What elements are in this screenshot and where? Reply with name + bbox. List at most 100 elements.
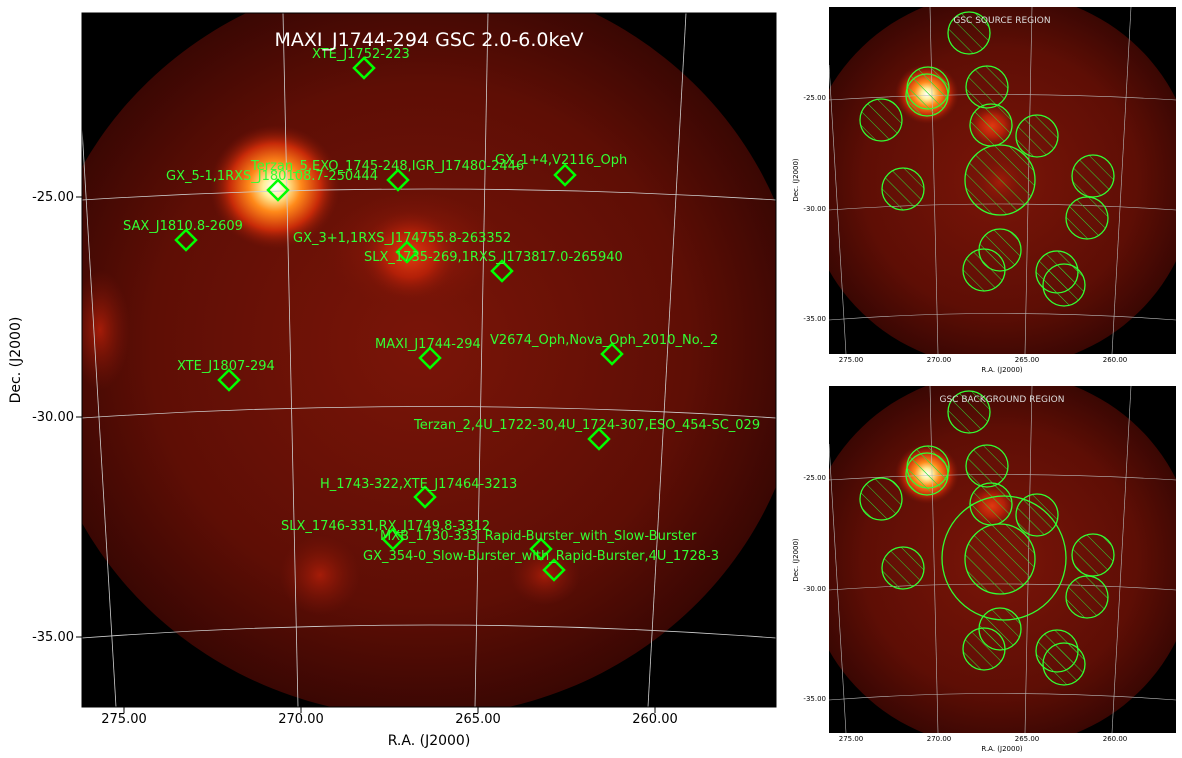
dec-tick-1: -25.00 [32, 190, 74, 205]
background-panel-title: GSC BACKGROUND REGION [940, 395, 1065, 405]
background-panel-region-circles [859, 390, 1115, 686]
src-ra-tick-4: 260.00 [1103, 356, 1128, 364]
bkg-ra-tick-2: 270.00 [927, 735, 952, 743]
source-region-circle [962, 248, 1006, 292]
dec-tick-2: -30.00 [32, 410, 74, 425]
src-dec-tick-3: -35.00 [803, 315, 826, 323]
coordinate-grid [82, 13, 776, 707]
source-marker-xte1807 [217, 368, 241, 392]
ra-tick-1: 275.00 [101, 712, 147, 727]
background-region-circle [881, 546, 925, 590]
src-ra-tick-1: 275.00 [839, 356, 864, 364]
source-marker-gx354 [542, 558, 566, 582]
source-marker-terzan2 [587, 427, 611, 451]
source-panel-region-circles [859, 11, 1115, 307]
background-region-circle [1071, 533, 1115, 577]
src-dec-tick-2: -30.00 [803, 205, 826, 213]
source-marker-xte1752 [352, 56, 376, 80]
source-marker-gx51 [266, 178, 290, 202]
source-label-xte1752: XTE_J1752-223 [312, 47, 410, 62]
ra-tick-2: 270.00 [278, 712, 324, 727]
source-marker-v2674 [600, 342, 624, 366]
background-region-circle [969, 482, 1013, 526]
source-region-circle [947, 11, 991, 55]
source-marker-h1743 [413, 485, 437, 509]
hotspot-gx51 [210, 125, 340, 249]
main-ylabel: Dec. (J2000) [8, 317, 24, 404]
background-region-panel: GSC BACKGROUND REGION 275.00 270.00 265.… [792, 386, 1176, 753]
source-marker-mxb1730 [529, 537, 553, 561]
source-region-circle [964, 144, 1036, 216]
src-ra-tick-2: 270.00 [927, 356, 952, 364]
source-region-circle [905, 73, 949, 117]
source-marker-gx14 [553, 163, 577, 187]
source-marker-gx31 [395, 240, 419, 264]
source-region-circle [965, 65, 1009, 109]
source-label-mxb1730: MXB_1730-333_Rapid-Burster_with_Slow-Bur… [380, 529, 697, 544]
background-region-circle [905, 452, 949, 496]
bkg-ra-tick-4: 260.00 [1103, 735, 1128, 743]
source-marker-terzan5 [386, 168, 410, 192]
bkg-dec-tick-1: -25.00 [803, 474, 826, 482]
background-region-circle [965, 444, 1009, 488]
src-ra-tick-3: 265.00 [1015, 356, 1040, 364]
src-xlabel: R.A. (J2000) [981, 366, 1023, 374]
bkg-xlabel: R.A. (J2000) [981, 745, 1023, 753]
ra-tick-3: 265.00 [455, 712, 501, 727]
bkg-dec-tick-2: -30.00 [803, 585, 826, 593]
main-image-panel: XTE_J1752-223 Terzan_5,EXO_1745-248,IGR_J… [8, 12, 777, 749]
source-labels: XTE_J1752-223 Terzan_5,EXO_1745-248,IGR_J… [123, 47, 760, 564]
diffuse-emission-southeast [510, 545, 580, 605]
background-region-circle [859, 477, 903, 521]
background-region-circle [947, 390, 991, 434]
source-label-gx354: GX_354-0_Slow-Burster_with_Rapid-Burster… [363, 549, 719, 564]
background-region-circle [964, 523, 1036, 595]
ra-tick-4: 260.00 [632, 712, 678, 727]
source-label-gx14: GX_1+4,V2116_Oph [495, 153, 627, 168]
bkg-ra-tick-3: 265.00 [1015, 735, 1040, 743]
source-label-h1743: H_1743-322,XTE_J17464-3213 [320, 477, 517, 492]
hotspot-gx31 [360, 210, 460, 300]
source-label-terzan5: Terzan_5,EXO_1745-248,IGR_J17480-2446 [250, 159, 524, 174]
background-region-circle [1015, 493, 1059, 537]
source-marker-slx1735 [490, 259, 514, 283]
source-label-xte1807: XTE_J1807-294 [177, 359, 275, 374]
bkg-dec-tick-3: -35.00 [803, 695, 826, 703]
bkg-ylabel: Dec. (J2000) [792, 538, 800, 582]
diffuse-emission-south [280, 535, 360, 615]
background-region-circle [962, 627, 1006, 671]
main-xlabel: R.A. (J2000) [388, 733, 471, 749]
main-ticks [76, 196, 656, 713]
source-marker-sax1810 [174, 228, 198, 252]
source-region-circle [1015, 114, 1059, 158]
source-label-maxi1744: MAXI_J1744-294 [375, 337, 481, 352]
source-label-gx31: GX_3+1,1RXS_J174755.8-263352 [293, 231, 511, 246]
source-region-circle [881, 167, 925, 211]
diffuse-emission-west-edge [82, 270, 130, 390]
background-region-circle [941, 495, 1067, 621]
main-title: MAXI_J1744-294 GSC 2.0-6.0keV [274, 29, 583, 51]
source-label-slx1746: SLX_1746-331,RX_J1749.8-3312 [281, 519, 490, 534]
main-frame [81, 12, 777, 708]
source-marker-slx1746 [381, 527, 405, 551]
source-markers [174, 56, 624, 582]
source-label-sax1810: SAX_J1810.8-2609 [123, 219, 243, 234]
source-region-circle [969, 103, 1013, 147]
source-region-circle [859, 98, 903, 142]
source-label-v2674: V2674_Oph,Nova_Oph_2010_No._2 [490, 333, 718, 348]
source-region-circle [1065, 196, 1109, 240]
source-region-circle [1071, 154, 1115, 198]
source-region-panel: GSC SOURCE REGION 275.00 270.00 265.00 2… [792, 7, 1176, 374]
bkg-ra-tick-1: 275.00 [839, 735, 864, 743]
source-label-gx51: GX_5-1,1RXS_J180108.7-250444 [166, 169, 378, 184]
background-region-circle [1042, 642, 1086, 686]
source-region-circle [1042, 263, 1086, 307]
dec-tick-3: -35.00 [32, 630, 74, 645]
background-region-circle [1065, 575, 1109, 619]
src-ylabel: Dec. (J2000) [792, 158, 800, 202]
source-marker-maxi1744 [418, 346, 442, 370]
source-panel-title: GSC SOURCE REGION [953, 16, 1050, 26]
source-label-terzan2: Terzan_2,4U_1722-30,4U_1724-307,ESO_454-… [413, 418, 760, 433]
source-label-slx1735: SLX_1735-269,1RXS_J173817.0-265940 [364, 250, 623, 265]
